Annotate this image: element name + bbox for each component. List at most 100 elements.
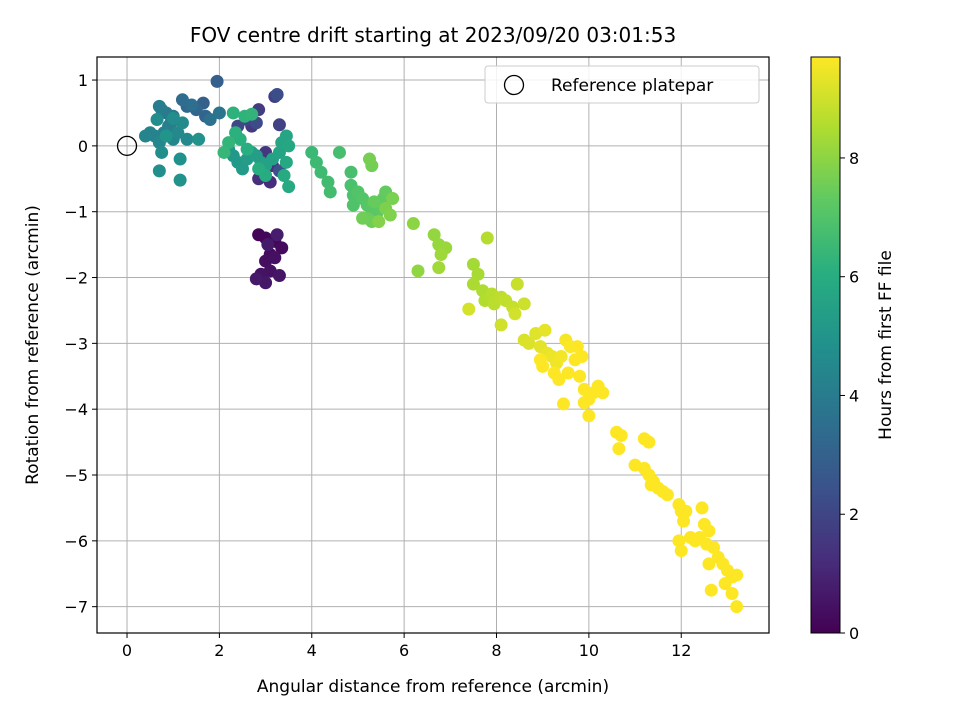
y-tick-label: −6 <box>64 532 88 551</box>
data-point <box>494 318 508 332</box>
data-point <box>344 165 358 179</box>
data-point <box>679 504 693 518</box>
data-point <box>210 74 224 88</box>
data-point <box>217 145 231 159</box>
data-point <box>282 139 296 153</box>
data-point <box>688 534 702 548</box>
data-point <box>372 215 386 229</box>
data-point <box>185 98 199 112</box>
x-tick-label: 12 <box>671 641 691 660</box>
data-point <box>672 534 686 548</box>
data-point <box>674 544 688 558</box>
y-tick-label: 0 <box>78 137 88 156</box>
data-point <box>596 386 610 400</box>
data-point <box>730 600 744 614</box>
data-point <box>406 217 420 231</box>
data-point <box>282 180 296 194</box>
plot-area <box>96 56 770 634</box>
x-axis-label: Angular distance from reference (arcmin) <box>257 677 609 697</box>
data-point <box>346 198 360 212</box>
data-point <box>695 501 709 515</box>
data-point <box>707 540 721 554</box>
chart-title: FOV centre drift starting at 2023/09/20 … <box>190 23 676 47</box>
data-point <box>554 350 568 364</box>
legend-marker-icon <box>503 74 525 96</box>
data-point <box>538 323 552 337</box>
data-point <box>577 396 591 410</box>
colorbar-ticks: 0 2 4 6 8 <box>840 149 859 643</box>
data-point <box>332 145 346 159</box>
data-point <box>434 247 448 261</box>
data-point <box>279 129 293 143</box>
data-point <box>270 228 284 242</box>
data-point <box>644 478 658 492</box>
data-point <box>356 211 370 225</box>
data-point <box>226 106 240 120</box>
data-point <box>321 175 335 189</box>
data-point <box>411 264 425 278</box>
data-point <box>272 118 286 132</box>
data-point <box>272 145 286 159</box>
x-tick-label: 2 <box>214 641 224 660</box>
data-point <box>314 165 328 179</box>
y-tick-label: −4 <box>64 400 88 419</box>
reference-marker <box>116 135 138 157</box>
data-point <box>362 152 376 166</box>
data-point <box>383 208 397 222</box>
data-point <box>510 277 524 291</box>
data-point <box>192 132 206 146</box>
x-tick-label: 0 <box>122 641 132 660</box>
y-axis-label: Rotation from reference (arcmin) <box>23 205 43 485</box>
data-point <box>612 442 626 456</box>
data-point <box>466 277 480 291</box>
data-point <box>462 302 476 316</box>
x-tick-label: 8 <box>491 641 501 660</box>
data-point <box>203 113 217 127</box>
y-tick-label: −7 <box>64 598 88 617</box>
data-point <box>704 583 718 597</box>
data-point <box>614 429 628 443</box>
data-point <box>573 369 587 383</box>
data-point <box>570 340 584 354</box>
data-point <box>249 272 263 286</box>
data-point <box>150 113 164 127</box>
data-point <box>575 350 589 364</box>
data-point <box>152 99 166 113</box>
data-points <box>138 74 744 614</box>
colorbar-tick-label: 4 <box>849 386 859 405</box>
data-point <box>166 111 180 125</box>
data-point <box>268 251 282 265</box>
data-point <box>677 514 691 528</box>
legend: Reference platepar <box>484 65 760 104</box>
data-point <box>305 145 319 159</box>
data-point <box>252 162 266 176</box>
data-point <box>466 257 480 271</box>
data-point <box>547 366 561 380</box>
data-point <box>730 568 744 582</box>
x-tick-label: 4 <box>307 641 317 660</box>
data-point <box>517 297 531 311</box>
data-point <box>432 261 446 275</box>
reference-point <box>116 135 138 157</box>
x-axis: 0 2 4 6 8 10 12 <box>122 633 691 660</box>
x-tick-label: 10 <box>579 641 599 660</box>
colorbar: 0 2 4 6 8 Hours from first FF file <box>810 56 896 643</box>
data-point <box>152 164 166 178</box>
data-point <box>582 409 596 423</box>
data-point <box>270 88 284 102</box>
data-point <box>277 168 291 182</box>
data-point <box>556 397 570 411</box>
colorbar-tick-label: 6 <box>849 268 859 287</box>
data-point <box>522 336 536 350</box>
data-point <box>702 524 716 538</box>
y-axis: 1 0 −1 −2 −3 −4 −5 −6 −7 <box>64 71 97 617</box>
data-point <box>508 307 522 321</box>
data-point <box>180 132 194 146</box>
data-point <box>725 587 739 601</box>
data-point <box>240 142 254 156</box>
data-point <box>533 353 547 367</box>
data-point <box>212 106 226 120</box>
data-point <box>155 145 169 159</box>
colorbar-tick-label: 0 <box>849 624 859 643</box>
